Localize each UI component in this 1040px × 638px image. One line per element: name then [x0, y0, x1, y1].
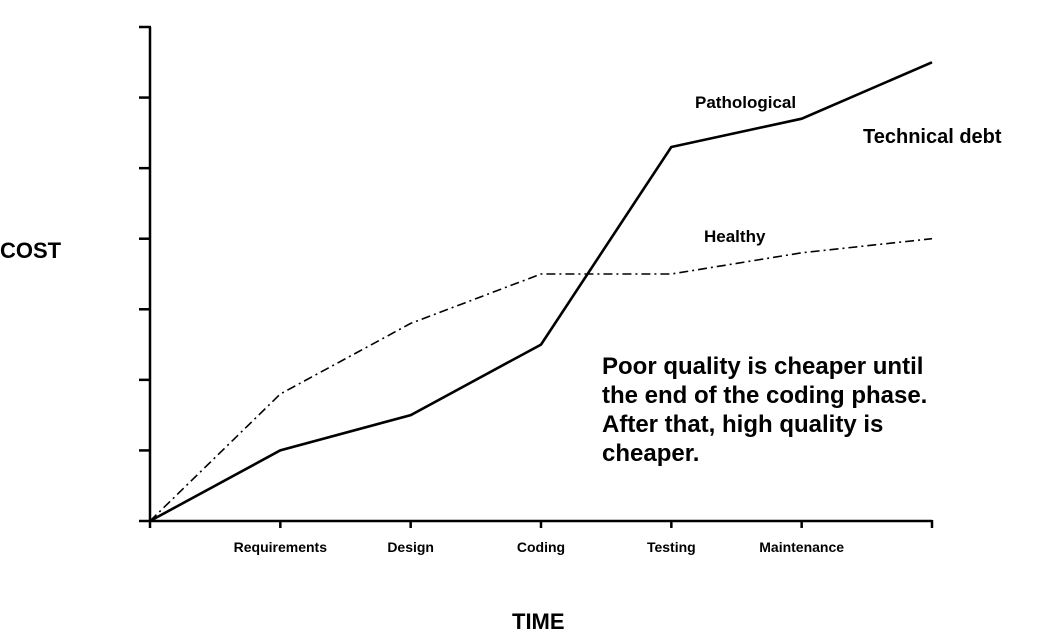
- x-tick-label-1: Requirements: [234, 539, 328, 555]
- labels-layer: COST TIME Pathological Healthy Technical…: [0, 93, 1002, 634]
- note-line-1: Poor quality is cheaper until: [602, 353, 924, 380]
- series-label-healthy: Healthy: [704, 227, 766, 246]
- x-tick-label-2: Design: [387, 539, 434, 555]
- series-line-pathological: [149, 61, 933, 523]
- annotation-technical-debt: Technical debt: [863, 126, 1002, 148]
- axes: Requirements Design Coding Testing Maintenan…: [139, 25, 934, 555]
- series-layer: [149, 61, 933, 523]
- x-tick-label-5: Maintenance: [759, 539, 844, 555]
- quality-note: Poor quality is cheaper until the end of…: [602, 352, 1002, 468]
- series-label-pathological: Pathological: [695, 93, 796, 112]
- x-axis-title: TIME: [512, 609, 565, 634]
- series-line-healthy: [149, 237, 933, 522]
- note-line-2: the end of the coding phase.: [602, 382, 928, 409]
- y-axis-title: COST: [0, 238, 62, 263]
- x-tick-label-4: Testing: [647, 539, 696, 555]
- x-tick-label-3: Coding: [517, 539, 565, 555]
- note-line-4: cheaper.: [602, 440, 700, 467]
- note-line-3: After that, high quality is: [602, 411, 884, 438]
